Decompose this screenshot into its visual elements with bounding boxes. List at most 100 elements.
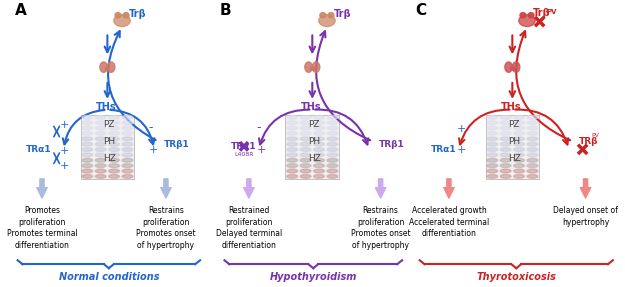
Ellipse shape [300,169,311,173]
Ellipse shape [487,137,498,141]
Ellipse shape [514,164,524,168]
Ellipse shape [314,115,324,119]
Ellipse shape [314,137,324,141]
Ellipse shape [287,142,298,146]
Text: PZ: PZ [104,120,115,129]
Text: Restrained
proliferation
Delayed terminal
differentiation: Restrained proliferation Delayed termina… [216,206,282,250]
Ellipse shape [327,153,338,157]
Text: -: - [257,121,261,135]
Ellipse shape [300,126,311,130]
Ellipse shape [500,158,511,162]
Text: Trβ: Trβ [129,9,146,19]
Ellipse shape [122,121,133,125]
Ellipse shape [519,15,535,26]
Ellipse shape [300,137,311,141]
Ellipse shape [109,164,119,168]
Ellipse shape [287,115,298,119]
Ellipse shape [487,158,498,162]
Text: +: + [59,146,69,156]
Text: TRβ1: TRβ1 [379,140,404,149]
Ellipse shape [319,15,335,26]
Ellipse shape [122,169,133,173]
Ellipse shape [314,148,324,152]
FancyBboxPatch shape [486,115,539,179]
Ellipse shape [527,115,538,119]
Ellipse shape [310,67,314,70]
Ellipse shape [300,174,311,178]
Ellipse shape [109,153,119,157]
Ellipse shape [327,148,338,152]
Text: TRβ1: TRβ1 [164,140,190,149]
Ellipse shape [95,137,106,141]
Text: PZ: PZ [509,120,520,129]
Ellipse shape [314,142,324,146]
Ellipse shape [95,131,106,135]
Text: HZ: HZ [103,154,116,163]
Ellipse shape [300,148,311,152]
Ellipse shape [514,126,524,130]
Ellipse shape [300,153,311,157]
Text: TRα1: TRα1 [26,145,52,154]
Ellipse shape [327,174,338,178]
Text: L408R: L408R [234,152,254,157]
Text: PV: PV [546,9,557,15]
Ellipse shape [82,158,92,162]
Ellipse shape [109,126,119,130]
Ellipse shape [109,174,119,178]
Text: HZ: HZ [508,154,521,163]
Ellipse shape [122,148,133,152]
Ellipse shape [82,121,92,125]
Ellipse shape [327,131,338,135]
Ellipse shape [527,142,538,146]
Ellipse shape [500,137,511,141]
Ellipse shape [287,121,298,125]
Ellipse shape [500,174,511,178]
Text: +: + [59,161,69,171]
Ellipse shape [109,158,119,162]
Ellipse shape [314,164,324,168]
Ellipse shape [122,142,133,146]
Ellipse shape [505,62,512,72]
Ellipse shape [95,115,106,119]
Ellipse shape [82,115,92,119]
Ellipse shape [109,131,119,135]
Ellipse shape [487,115,498,119]
Text: PH: PH [508,137,521,146]
Ellipse shape [327,121,338,125]
Ellipse shape [500,153,511,157]
FancyBboxPatch shape [81,115,134,179]
Ellipse shape [300,164,311,168]
Ellipse shape [109,121,119,125]
Ellipse shape [109,148,119,152]
Ellipse shape [287,164,298,168]
Ellipse shape [514,137,524,141]
Ellipse shape [327,115,338,119]
Ellipse shape [527,148,538,152]
Ellipse shape [527,153,538,157]
Ellipse shape [82,148,92,152]
Ellipse shape [82,126,92,130]
Text: THs: THs [501,102,521,112]
Ellipse shape [527,131,538,135]
Ellipse shape [500,126,511,130]
Ellipse shape [487,153,498,157]
Ellipse shape [109,137,119,141]
Ellipse shape [115,13,121,18]
Ellipse shape [95,158,106,162]
Ellipse shape [122,126,133,130]
Ellipse shape [287,174,298,178]
Ellipse shape [487,131,498,135]
Ellipse shape [527,158,538,162]
Ellipse shape [82,137,92,141]
FancyBboxPatch shape [286,115,339,179]
Ellipse shape [95,126,106,130]
Ellipse shape [300,158,311,162]
Ellipse shape [500,121,511,125]
Ellipse shape [287,158,298,162]
Ellipse shape [122,158,133,162]
Text: Trβ: Trβ [334,9,351,19]
Ellipse shape [114,15,130,26]
Ellipse shape [109,142,119,146]
Ellipse shape [95,174,106,178]
Ellipse shape [327,169,338,173]
